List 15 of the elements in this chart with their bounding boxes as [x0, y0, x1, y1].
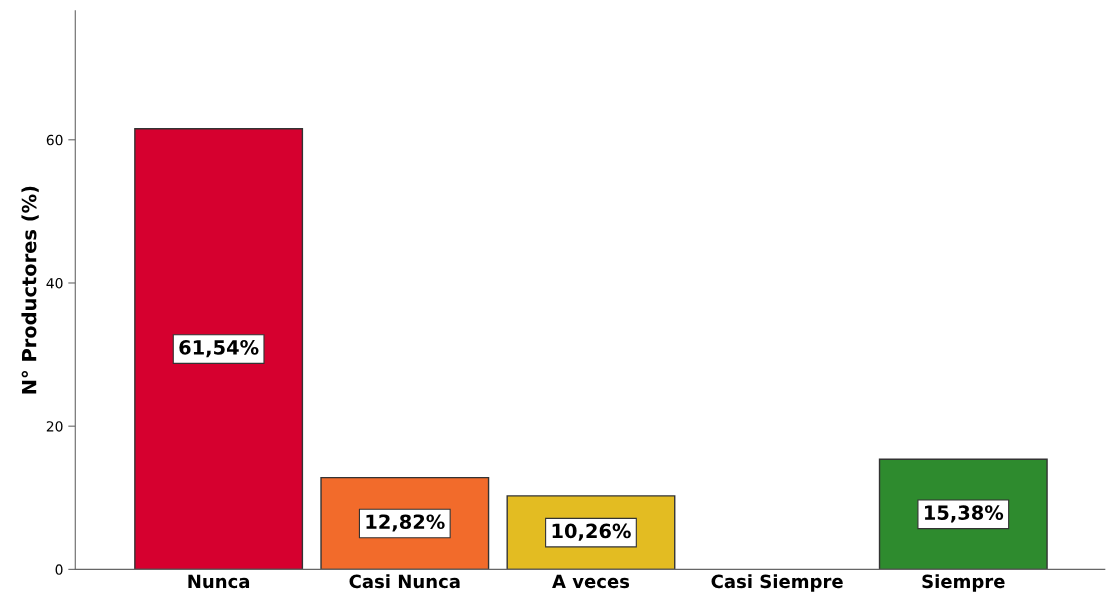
data-label: 12,82% [366, 514, 445, 532]
y-tick-label: 0 [55, 564, 63, 575]
x-tick-label: Casi Nunca [349, 574, 460, 589]
data-label: 61,54% [179, 340, 259, 358]
x-tick-label: A veces [552, 574, 630, 589]
y-tick-label: 60 [46, 134, 63, 146]
data-label: 15,38% [925, 505, 1004, 523]
data-label: 10,26% [552, 523, 631, 541]
y-axis-title: N° Productores (%) [21, 186, 39, 394]
y-tick-label: 20 [46, 421, 63, 432]
x-tick-label: Nunca [188, 574, 250, 589]
y-tick-label: 40 [46, 277, 63, 289]
x-tick-label: Casi Siempre [711, 574, 843, 592]
x-tick-label: Siempre [922, 574, 1005, 592]
bar [134, 128, 304, 570]
